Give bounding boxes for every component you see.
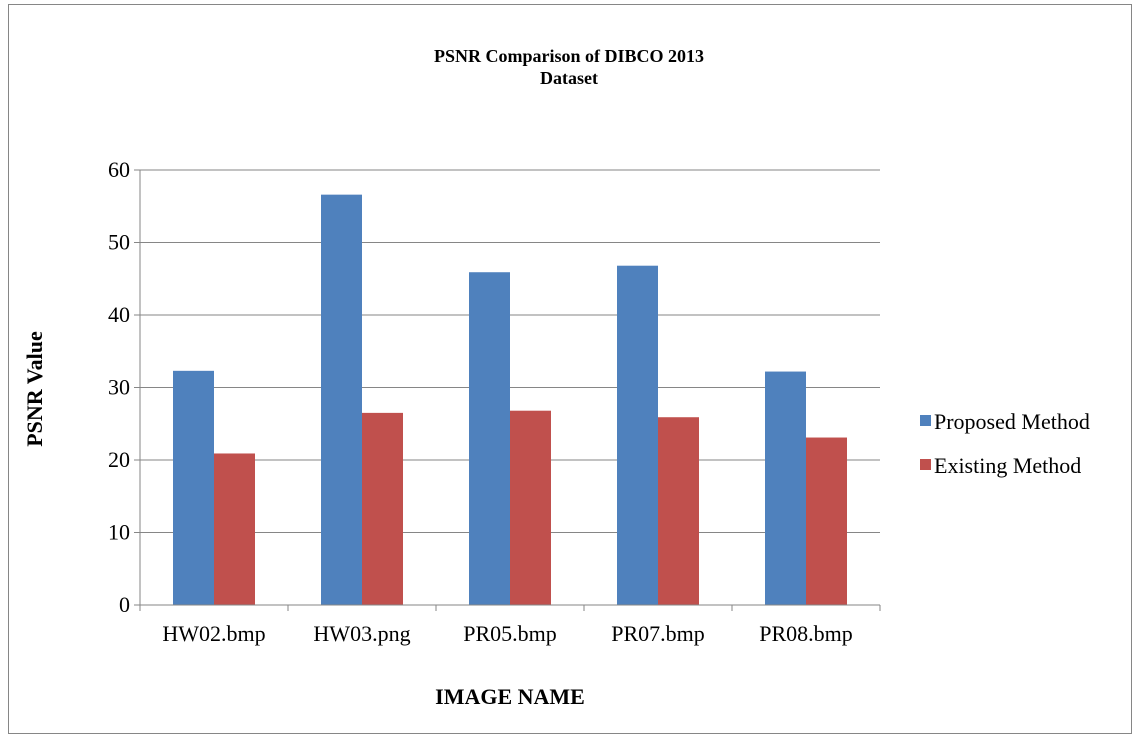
y-tick-label: 10 xyxy=(108,520,130,545)
legend-swatch xyxy=(920,459,931,470)
y-tick-label: 30 xyxy=(108,375,130,400)
y-tick-labels: 0 10 20 30 40 50 60 xyxy=(108,157,130,617)
legend: Proposed Method Existing Method xyxy=(920,409,1090,478)
bar-existing-method xyxy=(214,453,255,605)
bars xyxy=(173,194,847,605)
x-axis-title: IMAGE NAME xyxy=(435,684,585,709)
x-tick-labels: HW02.bmp HW03.png PR05.bmp PR07.bmp PR08.bmp xyxy=(162,621,852,646)
x-tick-label: PR08.bmp xyxy=(759,621,853,646)
y-tick-label: 0 xyxy=(119,592,130,617)
bar-existing-method xyxy=(362,412,403,605)
legend-swatch xyxy=(920,415,931,426)
x-tick-label: PR07.bmp xyxy=(611,621,705,646)
bar-proposed-method xyxy=(173,370,214,605)
y-tick-label: 40 xyxy=(108,302,130,327)
bar-proposed-method xyxy=(321,194,362,605)
chart-title-line-2: Dataset xyxy=(540,68,598,88)
x-tick-label: HW03.png xyxy=(313,621,410,646)
bar-proposed-method xyxy=(617,265,658,605)
y-tick-label: 20 xyxy=(108,447,130,472)
y-tick-label: 60 xyxy=(108,157,130,182)
bar-existing-method xyxy=(806,437,847,605)
chart-title-line-1: PSNR Comparison of DIBCO 2013 xyxy=(434,46,704,66)
x-tick-label: PR05.bmp xyxy=(463,621,557,646)
legend-label: Proposed Method xyxy=(934,409,1090,434)
chart-frame xyxy=(8,4,1132,734)
y-axis-title: PSNR Value xyxy=(22,331,47,447)
gridlines xyxy=(140,169,880,533)
bar-existing-method xyxy=(510,410,551,605)
y-tick-label: 50 xyxy=(108,230,130,255)
chart-title: PSNR Comparison of DIBCO 2013 Dataset xyxy=(434,46,704,88)
bar-proposed-method xyxy=(469,272,510,605)
legend-label: Existing Method xyxy=(934,453,1081,478)
x-tick-label: HW02.bmp xyxy=(162,621,265,646)
axes xyxy=(134,169,881,611)
bar-existing-method xyxy=(658,417,699,605)
bar-proposed-method xyxy=(765,371,806,605)
